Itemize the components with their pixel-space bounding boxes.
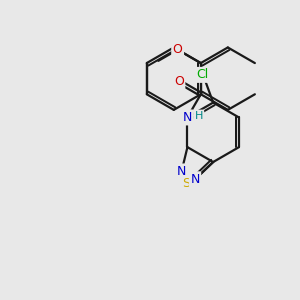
Text: S: S bbox=[182, 177, 190, 190]
Text: O: O bbox=[173, 43, 183, 56]
Text: N: N bbox=[183, 111, 192, 124]
Text: H: H bbox=[194, 111, 203, 121]
Text: N: N bbox=[177, 165, 186, 178]
Text: O: O bbox=[174, 75, 184, 88]
Text: N: N bbox=[190, 173, 200, 186]
Text: Cl: Cl bbox=[196, 68, 208, 81]
